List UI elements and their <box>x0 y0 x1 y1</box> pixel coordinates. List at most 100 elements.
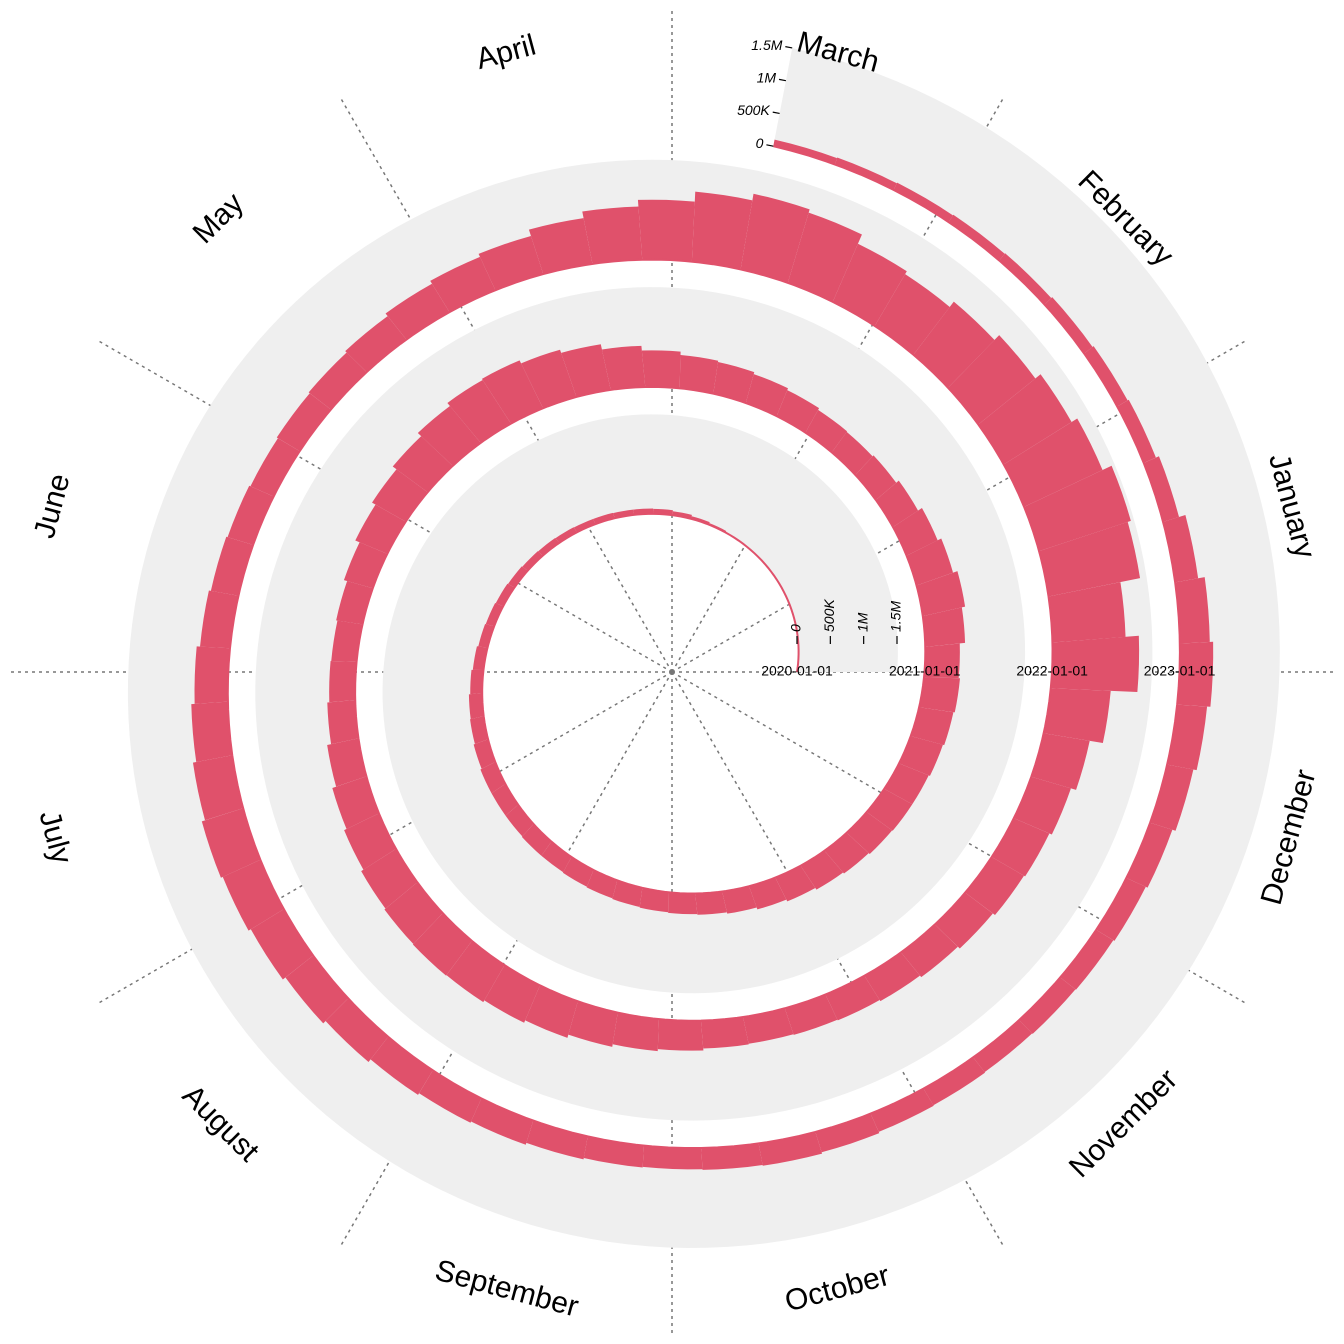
year-label: 2023-01-01 <box>1144 663 1216 679</box>
bar <box>701 1143 763 1170</box>
y-tick-label: 500K <box>737 102 770 118</box>
bar <box>948 214 1005 261</box>
month-label: July <box>32 807 78 867</box>
bar <box>1043 688 1111 744</box>
bar <box>832 243 907 326</box>
bar <box>222 859 284 931</box>
year-label: 2021-01-01 <box>889 663 961 679</box>
month-label: December <box>1255 766 1323 908</box>
bar <box>468 692 484 720</box>
bar <box>899 736 943 776</box>
bar <box>419 1070 482 1123</box>
bar <box>344 813 396 870</box>
bar <box>495 583 515 607</box>
bar <box>541 841 572 873</box>
bar <box>815 1113 880 1153</box>
bar <box>965 857 1024 916</box>
bar <box>1096 878 1146 941</box>
bar <box>521 824 552 856</box>
bar <box>864 952 920 1002</box>
month-label: May <box>187 187 250 250</box>
y-tick-label: 0 <box>756 135 764 151</box>
bar <box>430 256 496 313</box>
bar <box>526 1120 588 1160</box>
bar <box>470 669 484 695</box>
bar <box>668 892 698 915</box>
bar <box>991 818 1050 877</box>
bar <box>1013 776 1071 835</box>
bar <box>893 182 953 223</box>
bar <box>758 1131 823 1166</box>
bar <box>612 1012 659 1052</box>
bar <box>201 808 261 878</box>
bar <box>825 975 880 1021</box>
bar <box>775 865 816 902</box>
bar <box>562 856 594 887</box>
y-tick <box>785 46 793 49</box>
bar <box>370 1036 433 1095</box>
bar <box>722 886 757 914</box>
bar <box>749 877 787 910</box>
bar <box>1019 977 1076 1034</box>
year-label: 2022-01-01 <box>1016 663 1088 679</box>
bar <box>1003 418 1103 507</box>
bar <box>508 566 528 588</box>
bar <box>805 409 848 453</box>
bar <box>392 436 453 493</box>
bar <box>978 374 1072 465</box>
bar <box>773 139 838 165</box>
bar <box>924 643 960 679</box>
bar <box>910 707 954 746</box>
y-tick-label: 1M <box>757 70 777 86</box>
bar <box>1177 641 1214 707</box>
month-label: October <box>781 1259 893 1318</box>
bar <box>713 362 755 403</box>
month-label: January <box>1262 450 1322 562</box>
bar <box>210 536 254 596</box>
bar <box>522 551 543 571</box>
y-tick-label: 1.5M <box>888 601 904 632</box>
bar <box>695 891 727 915</box>
bar <box>470 716 489 745</box>
bar <box>538 538 560 556</box>
bar <box>919 677 960 713</box>
y-tick-label: 1M <box>854 612 870 632</box>
bar <box>1024 465 1131 552</box>
bar <box>361 848 418 909</box>
bar <box>612 509 635 519</box>
bar <box>1044 297 1093 354</box>
bar <box>568 1001 618 1047</box>
y-tick-label: 1.5M <box>751 37 782 53</box>
bar <box>250 438 300 497</box>
bar <box>1084 346 1128 407</box>
bar <box>637 199 695 262</box>
bar <box>855 455 897 500</box>
bar <box>481 360 544 424</box>
bar <box>528 218 593 275</box>
bar <box>1163 515 1199 583</box>
bar <box>679 354 719 394</box>
bar <box>573 518 596 533</box>
bar <box>385 283 450 340</box>
bar <box>743 1008 794 1044</box>
y-tick <box>778 78 787 82</box>
bar <box>308 352 367 410</box>
bar <box>1175 577 1210 644</box>
y-tick <box>766 144 774 147</box>
month-label: August <box>176 1079 266 1169</box>
bar <box>561 344 611 397</box>
year-label: 2020-01-01 <box>761 663 833 679</box>
bar <box>485 602 504 627</box>
bar <box>691 191 753 270</box>
bar <box>491 783 519 816</box>
bar <box>601 345 646 390</box>
bar <box>1039 521 1141 597</box>
bar <box>1126 822 1173 888</box>
bar <box>1143 456 1180 522</box>
bar <box>192 755 244 821</box>
bar <box>892 508 938 556</box>
bar <box>870 1088 934 1132</box>
bar <box>325 998 389 1063</box>
